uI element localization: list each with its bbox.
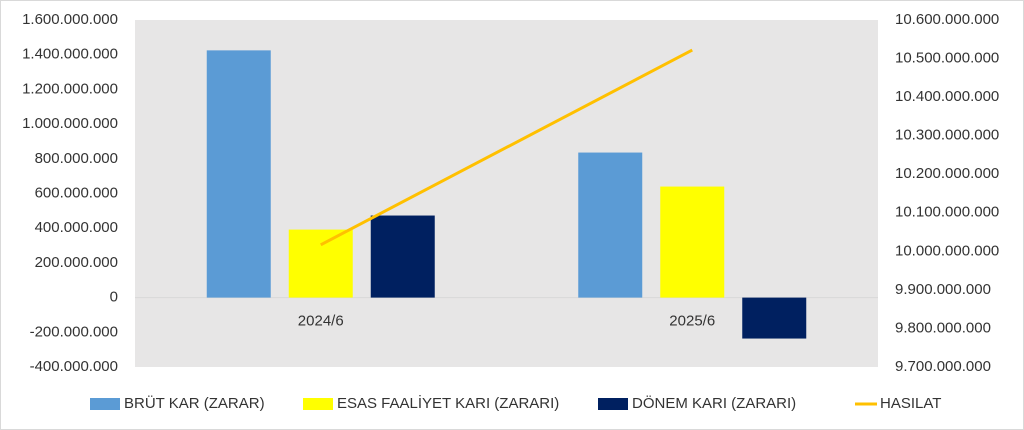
bar	[660, 186, 725, 298]
y2-tick-label: 10.400.000.000	[895, 88, 999, 105]
y-tick-label: 1.400.000.000	[22, 46, 118, 63]
bar	[206, 50, 271, 298]
bar	[578, 152, 643, 298]
legend-label: ESAS FAALİYET KARI (ZARARI)	[337, 394, 559, 412]
y2-tick-label: 10.000.000.000	[895, 242, 999, 259]
line	[320, 48, 693, 247]
x-tick-label: 2025/6	[669, 313, 715, 330]
legend-label: HASILAT	[880, 395, 941, 412]
y2-tick-label: 10.200.000.000	[895, 165, 999, 182]
y-tick-label: -200.000.000	[30, 323, 118, 340]
legend-swatch	[90, 398, 120, 410]
bar	[370, 215, 435, 298]
y2-tick-label: 10.600.000.000	[895, 11, 999, 28]
y-tick-label: 1.200.000.000	[22, 80, 118, 97]
legend-label: DÖNEM KARI (ZARARI)	[632, 394, 796, 412]
y-tick-label: 0	[110, 289, 118, 306]
y2-tick-label: 9.900.000.000	[895, 281, 991, 298]
bar	[288, 229, 353, 298]
y-tick-label: 1.600.000.000	[22, 11, 118, 28]
y2-tick-label: 10.500.000.000	[895, 50, 999, 67]
y-tick-label: 200.000.000	[35, 254, 118, 271]
legend-swatch	[598, 398, 628, 410]
legend-label: BRÜT KAR (ZARAR)	[124, 394, 265, 412]
legend-swatch	[303, 398, 333, 410]
y2-tick-label: 10.300.000.000	[895, 127, 999, 144]
y2-tick-label: 10.100.000.000	[895, 204, 999, 221]
bar	[742, 297, 807, 339]
y-tick-label: 1.000.000.000	[22, 115, 118, 132]
y-tick-label: 600.000.000	[35, 184, 118, 201]
y2-tick-label: 9.700.000.000	[895, 358, 991, 375]
x-tick-label: 2024/6	[298, 313, 344, 330]
y-tick-label: 800.000.000	[35, 150, 118, 167]
y2-tick-label: 9.800.000.000	[895, 319, 991, 336]
y-tick-label: 400.000.000	[35, 219, 118, 236]
y-tick-label: -400.000.000	[30, 358, 118, 375]
